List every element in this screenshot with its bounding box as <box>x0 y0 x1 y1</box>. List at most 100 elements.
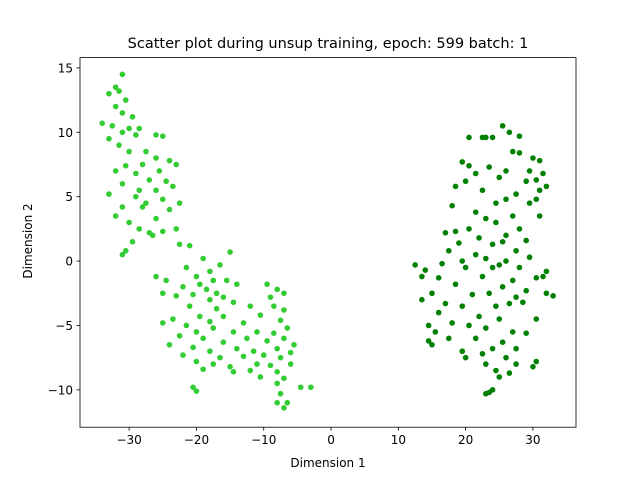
point <box>166 341 173 348</box>
point <box>267 362 274 369</box>
point <box>308 384 314 391</box>
point <box>459 348 466 355</box>
point <box>523 287 529 294</box>
point <box>260 352 267 358</box>
point <box>419 273 425 280</box>
point <box>536 187 543 194</box>
point <box>126 148 132 155</box>
point <box>503 354 509 361</box>
point <box>493 303 499 309</box>
point <box>466 226 472 232</box>
point <box>287 349 294 356</box>
point <box>516 133 523 139</box>
point <box>210 361 217 367</box>
point <box>496 374 503 380</box>
point <box>126 125 132 132</box>
point <box>126 219 132 226</box>
point <box>159 290 166 297</box>
point <box>543 268 550 275</box>
point <box>284 325 291 331</box>
point <box>536 157 543 164</box>
point <box>133 193 139 200</box>
point <box>509 213 516 219</box>
point <box>112 168 119 174</box>
point <box>240 353 247 360</box>
point <box>267 294 274 300</box>
point <box>530 363 536 370</box>
point <box>227 363 233 370</box>
point <box>425 338 432 344</box>
point <box>210 325 217 331</box>
point <box>479 134 486 141</box>
point <box>170 183 176 190</box>
point <box>207 318 213 325</box>
point <box>163 277 169 284</box>
point <box>499 123 506 129</box>
point <box>223 277 230 284</box>
point <box>200 255 206 262</box>
point <box>234 281 240 288</box>
point <box>230 369 237 375</box>
point <box>462 264 469 271</box>
point <box>230 299 237 306</box>
point <box>533 275 540 281</box>
point <box>203 286 210 293</box>
point <box>176 332 183 339</box>
point <box>486 290 492 297</box>
point <box>200 366 206 373</box>
point <box>183 322 190 329</box>
point <box>472 335 479 342</box>
point <box>153 273 159 280</box>
point <box>513 345 519 352</box>
point <box>503 258 509 264</box>
point <box>449 320 455 326</box>
point <box>533 316 540 322</box>
y-tick-label: 0 <box>65 255 73 269</box>
point <box>449 202 455 209</box>
point <box>533 196 540 203</box>
point <box>264 281 270 288</box>
point <box>112 103 119 110</box>
point <box>274 345 280 352</box>
point <box>520 299 526 306</box>
point <box>193 358 200 365</box>
point <box>196 313 203 320</box>
point <box>466 134 472 141</box>
point <box>193 329 200 335</box>
point <box>220 313 227 320</box>
point <box>133 170 139 177</box>
y-tick-label: 10 <box>58 126 73 140</box>
point <box>472 251 479 258</box>
point <box>207 348 213 355</box>
y-tick-label: 15 <box>58 61 73 75</box>
point <box>456 240 462 246</box>
x-tick-label: −30 <box>116 433 141 447</box>
point <box>207 296 213 303</box>
point <box>425 322 432 329</box>
y-tick-label: −10 <box>48 383 73 397</box>
point <box>466 162 472 169</box>
point <box>190 291 196 298</box>
point <box>462 354 469 361</box>
point <box>435 309 442 316</box>
point <box>119 181 126 187</box>
point <box>543 290 550 297</box>
point <box>466 322 472 329</box>
x-tick-label: 10 <box>391 433 406 447</box>
point <box>526 200 533 206</box>
point <box>176 241 183 248</box>
point <box>435 275 442 281</box>
point <box>442 300 449 307</box>
point <box>503 232 509 239</box>
point <box>159 133 166 139</box>
point <box>493 219 499 226</box>
point <box>483 215 489 222</box>
point <box>159 228 166 235</box>
point <box>271 330 277 336</box>
point <box>483 390 489 397</box>
point <box>156 168 163 174</box>
point <box>287 361 294 367</box>
axes-frame <box>79 57 577 428</box>
point <box>190 344 196 351</box>
